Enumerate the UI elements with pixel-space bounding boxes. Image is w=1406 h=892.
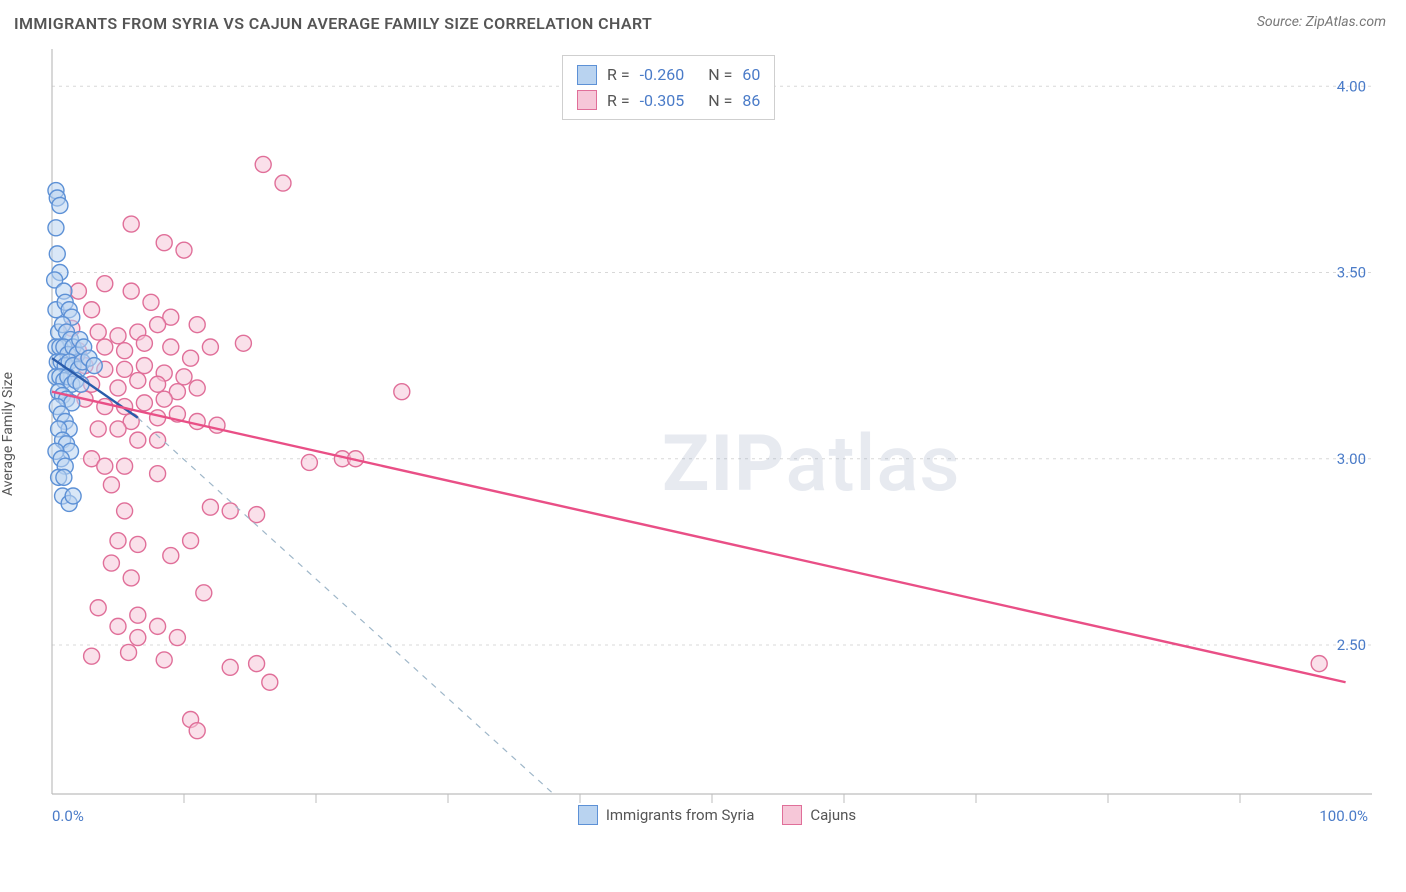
correlation-legend: R = -0.260 N = 60 R = -0.305 N = 86	[562, 55, 775, 120]
correlation-row-syria: R = -0.260 N = 60	[577, 62, 760, 88]
n-value-syria: 60	[742, 62, 760, 88]
chart-title: IMMIGRANTS FROM SYRIA VS CAJUN AVERAGE F…	[14, 14, 652, 33]
series-legend: Immigrants from Syria Cajuns	[42, 805, 1392, 825]
legend-item-syria: Immigrants from Syria	[578, 805, 755, 825]
n-label: N =	[708, 62, 732, 88]
source-prefix: Source:	[1257, 14, 1306, 30]
scatter-chart: 2.50 3.00 3.50 4.00	[42, 39, 1392, 829]
svg-text:4.00: 4.00	[1337, 77, 1366, 95]
swatch-syria-icon	[578, 805, 598, 825]
n-value-cajun: 86	[742, 88, 760, 114]
r-value-syria: -0.260	[640, 62, 685, 88]
swatch-syria-icon	[577, 65, 597, 85]
correlation-row-cajun: R = -0.305 N = 86	[577, 88, 760, 114]
chart-container: Average Family Size 2.503.003.504.00 ZIP…	[42, 39, 1392, 829]
swatch-cajun-icon	[782, 805, 802, 825]
source-name: ZipAtlas.com	[1306, 14, 1386, 30]
r-label: R =	[607, 88, 630, 114]
swatch-cajun-icon	[577, 90, 597, 110]
svg-text:3.50: 3.50	[1337, 264, 1366, 282]
r-label: R =	[607, 62, 630, 88]
n-label: N =	[708, 88, 732, 114]
svg-text:2.50: 2.50	[1337, 636, 1366, 654]
legend-label-cajun: Cajuns	[810, 806, 856, 824]
legend-label-syria: Immigrants from Syria	[606, 806, 755, 824]
r-value-cajun: -0.305	[640, 88, 685, 114]
svg-text:3.00: 3.00	[1337, 450, 1366, 468]
source-credit: Source: ZipAtlas.com	[1257, 14, 1386, 30]
y-axis-label: Average Family Size	[0, 372, 16, 496]
header-bar: IMMIGRANTS FROM SYRIA VS CAJUN AVERAGE F…	[0, 0, 1406, 39]
legend-item-cajun: Cajuns	[782, 805, 856, 825]
